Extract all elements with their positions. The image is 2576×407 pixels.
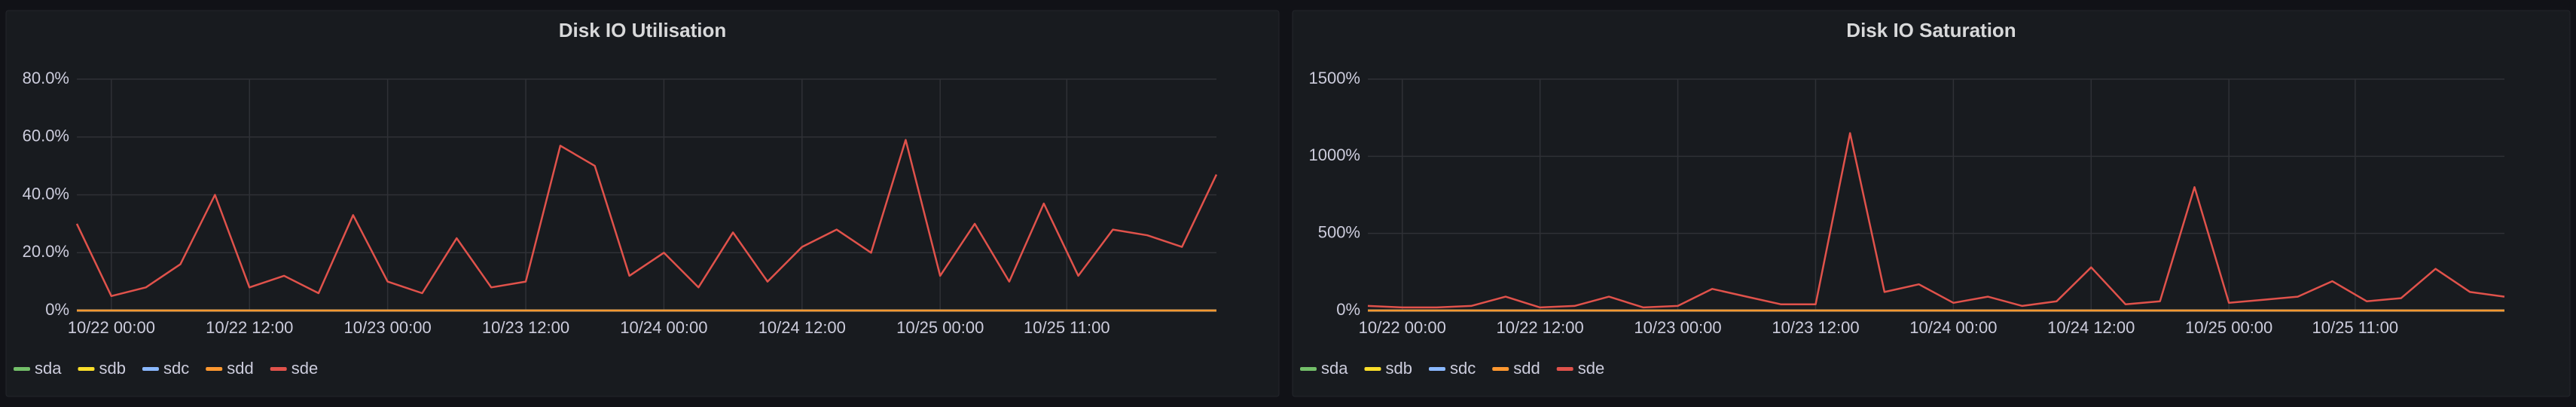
x-tick-label: 10/25 00:00 bbox=[2185, 318, 2272, 337]
x-tick-label: 10/22 12:00 bbox=[206, 318, 293, 337]
legend-label: sda bbox=[1321, 359, 1348, 378]
legend-label: sdb bbox=[1385, 359, 1412, 378]
legend-swatch bbox=[78, 367, 95, 371]
legend-label: sda bbox=[35, 359, 62, 378]
y-tick-label: 40.0% bbox=[23, 184, 69, 203]
series-line bbox=[75, 139, 1218, 298]
y-tick-label: 60.0% bbox=[23, 127, 69, 145]
panel bbox=[1292, 10, 2571, 397]
x-tick-label: 10/23 00:00 bbox=[1634, 318, 1721, 337]
legend-swatch bbox=[142, 367, 159, 371]
legend-swatch bbox=[1492, 367, 1509, 371]
x-tick-label: 10/23 12:00 bbox=[482, 318, 569, 337]
panel-title: Disk IO Saturation bbox=[1846, 19, 2016, 41]
x-tick-label: 10/25 00:00 bbox=[896, 318, 984, 337]
x-tick-label: 10/24 12:00 bbox=[758, 318, 846, 337]
legend-label: sdb bbox=[99, 359, 125, 378]
legend-swatch bbox=[270, 367, 287, 371]
x-tick-label: 10/25 11:00 bbox=[2312, 318, 2399, 337]
y-tick-label: 20.0% bbox=[23, 242, 69, 261]
y-tick-label: 0% bbox=[45, 300, 69, 319]
x-tick-label: 10/23 12:00 bbox=[1772, 318, 1859, 337]
legend-swatch bbox=[1364, 367, 1381, 371]
x-tick-label: 10/24 12:00 bbox=[2047, 318, 2135, 337]
legend-label: sdd bbox=[1513, 359, 1540, 378]
legend-label: sde bbox=[291, 359, 318, 378]
panel-title: Disk IO Utilisation bbox=[559, 19, 727, 41]
legend-swatch bbox=[206, 367, 223, 371]
x-tick-label: 10/22 00:00 bbox=[1359, 318, 1446, 337]
x-tick-label: 10/23 00:00 bbox=[344, 318, 432, 337]
legend-label: sdc bbox=[163, 359, 189, 378]
x-tick-label: 10/24 00:00 bbox=[1909, 318, 1997, 337]
y-tick-label: 500% bbox=[1318, 222, 1360, 241]
y-tick-label: 1000% bbox=[1308, 145, 1360, 164]
y-tick-label: 1500% bbox=[1308, 69, 1360, 87]
legend-label: sde bbox=[1578, 359, 1604, 378]
legend-swatch bbox=[14, 367, 30, 371]
x-tick-label: 10/22 12:00 bbox=[1497, 318, 1584, 337]
y-tick-label: 0% bbox=[1336, 300, 1360, 319]
legend-swatch bbox=[1428, 367, 1445, 371]
legend-swatch bbox=[1556, 367, 1573, 371]
x-tick-label: 10/22 00:00 bbox=[68, 318, 155, 337]
x-tick-label: 10/25 11:00 bbox=[1024, 318, 1110, 337]
panel bbox=[5, 10, 1280, 397]
legend-swatch bbox=[1300, 367, 1317, 371]
y-tick-label: 80.0% bbox=[23, 69, 69, 87]
x-tick-label: 10/24 00:00 bbox=[620, 318, 707, 337]
legend-label: sdd bbox=[227, 359, 253, 378]
legend-label: sdc bbox=[1450, 359, 1476, 378]
series-line bbox=[1367, 132, 2505, 309]
